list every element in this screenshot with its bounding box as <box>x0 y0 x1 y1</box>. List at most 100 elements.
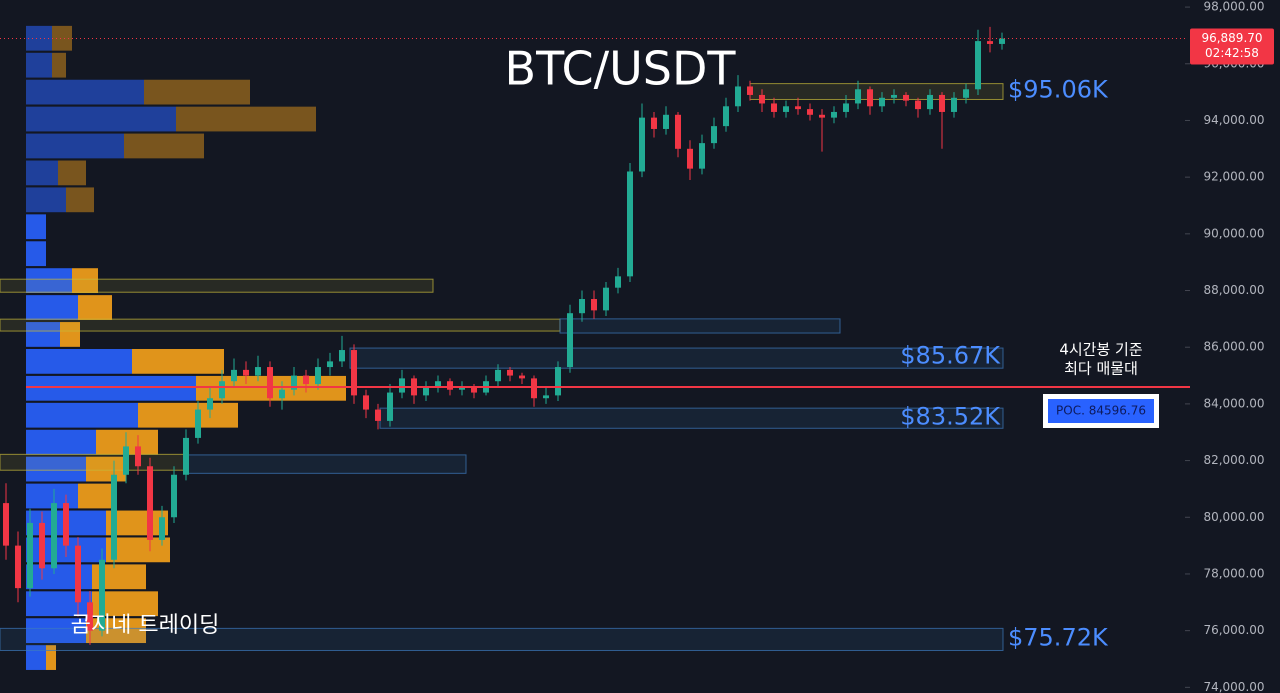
y-tick-label: 84,000.00 <box>1203 396 1264 410</box>
profile-buy <box>26 25 52 51</box>
candle-body <box>39 522 45 569</box>
profile-sell <box>58 160 86 186</box>
profile-buy <box>26 52 52 78</box>
profile-buy <box>26 79 144 105</box>
candle-body <box>531 378 537 399</box>
candle-body <box>375 409 381 421</box>
candle-body <box>51 503 57 569</box>
profile-sell <box>124 133 204 159</box>
profile-buy <box>26 133 124 159</box>
profile-buy <box>26 456 86 482</box>
candle-body <box>99 559 105 631</box>
zone <box>184 454 467 474</box>
profile-buy <box>26 375 196 401</box>
profile-sell <box>52 52 66 78</box>
candle-body <box>615 276 621 288</box>
candle-body <box>795 106 801 110</box>
zone <box>349 347 1004 369</box>
watermark: 곰지네 트레이딩 <box>71 613 220 638</box>
y-tick-label: 98,000.00 <box>1203 0 1264 14</box>
profile-buy <box>26 322 60 347</box>
candle-body <box>423 386 429 396</box>
countdown: 02:42:58 <box>1205 46 1259 60</box>
candle-body <box>927 94 933 110</box>
profile-sell <box>52 25 72 51</box>
y-tick-label: 76,000.00 <box>1203 623 1264 637</box>
zone-label: $75.72K <box>1008 624 1109 652</box>
candle-body <box>591 299 597 311</box>
candle-body <box>663 114 669 129</box>
candle-body <box>123 446 129 475</box>
candle-body <box>243 369 249 376</box>
candle-body <box>735 86 741 107</box>
candle-body <box>963 89 969 98</box>
y-tick-label: 94,000.00 <box>1203 113 1264 127</box>
candle-body <box>867 89 873 107</box>
candle-body <box>63 503 69 546</box>
candle-body <box>891 94 897 98</box>
candle-body <box>447 381 453 390</box>
candle-body <box>171 474 177 518</box>
candle-body <box>183 437 189 475</box>
candle-body <box>507 369 513 376</box>
zone <box>0 318 561 332</box>
candle-body <box>219 381 225 399</box>
candle-body <box>759 94 765 104</box>
candle-body <box>555 367 561 396</box>
candle-body <box>879 97 885 107</box>
candle-body <box>291 375 297 390</box>
profile-buy <box>26 214 46 240</box>
candle-body <box>675 114 681 149</box>
y-tick-label: 88,000.00 <box>1203 283 1264 297</box>
candle-body <box>987 41 993 44</box>
price-axis <box>1185 0 1280 693</box>
zone-label: $95.06K <box>1008 75 1109 103</box>
profile-sell <box>138 402 238 428</box>
candle-body <box>255 367 261 376</box>
candle-body <box>519 375 525 379</box>
chart-title: BTC/USDT <box>505 42 737 96</box>
profile-sell <box>78 295 112 320</box>
candle-body <box>699 143 705 169</box>
candle-body <box>75 545 81 603</box>
last-price-tag <box>1190 28 1274 65</box>
candle-body <box>387 392 393 421</box>
profile-sell <box>78 483 116 509</box>
zone-label: $85.67K <box>900 342 1001 370</box>
candle-body <box>999 38 1005 44</box>
candle-body <box>951 97 957 112</box>
profile-buy <box>26 402 138 428</box>
candle-body <box>327 361 333 368</box>
poc-tag <box>1048 399 1154 423</box>
candle-body <box>627 171 633 277</box>
candle-body <box>339 350 345 362</box>
candle-body <box>363 395 369 410</box>
profile-sell <box>176 106 316 132</box>
profile-buy <box>26 268 72 293</box>
zone <box>0 453 186 471</box>
candle-body <box>975 41 981 90</box>
profile-buy <box>26 187 66 213</box>
profile-buy <box>26 564 92 590</box>
y-tick-label: 82,000.00 <box>1203 453 1264 467</box>
profile-buy <box>26 645 46 670</box>
profile-sell <box>66 187 94 213</box>
candle-body <box>915 100 921 110</box>
profile-buy <box>26 618 86 644</box>
candle-body <box>195 409 201 438</box>
candle-body <box>903 94 909 101</box>
y-tick-label: 90,000.00 <box>1203 226 1264 240</box>
candle-body <box>603 287 609 311</box>
candle-body <box>543 395 549 399</box>
candle-body <box>111 474 117 560</box>
poc-label: POC. 84596.76 <box>1056 404 1146 418</box>
candle-body <box>651 117 657 129</box>
candle-body <box>351 350 357 396</box>
candle-body <box>639 117 645 172</box>
profile-sell <box>46 645 56 670</box>
zone <box>0 627 1004 651</box>
candle-body <box>687 148 693 169</box>
candle-body <box>939 94 945 112</box>
